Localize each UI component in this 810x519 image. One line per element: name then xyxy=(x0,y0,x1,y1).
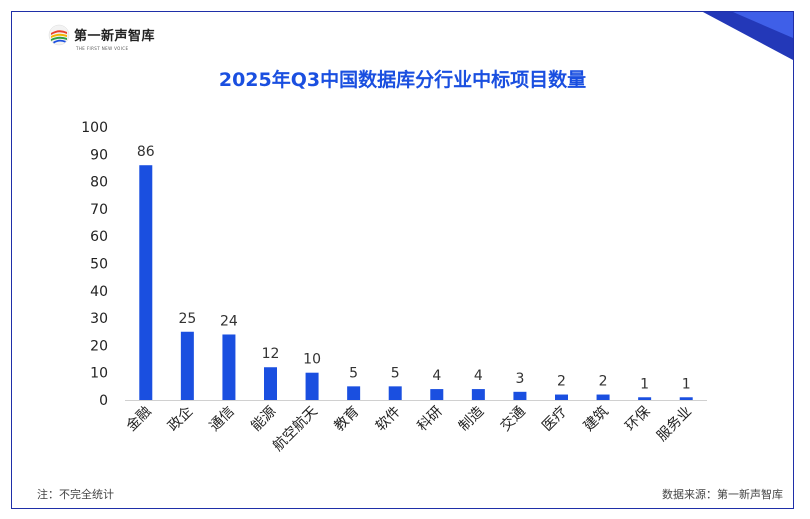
brand-logo: 第一新声智库 THE FIRST NEW VOICE xyxy=(48,24,178,58)
data-label: 1 xyxy=(682,376,691,392)
x-tick-label: 服务业 xyxy=(654,404,695,445)
y-tick-label: 80 xyxy=(90,175,108,191)
y-tick-label: 50 xyxy=(90,257,108,273)
y-tick-label: 60 xyxy=(90,229,108,245)
y-tick-label: 40 xyxy=(90,284,108,300)
data-label: 10 xyxy=(303,352,321,368)
brand-tagline: THE FIRST NEW VOICE xyxy=(76,46,129,51)
bar xyxy=(388,386,402,400)
data-label: 3 xyxy=(515,371,524,387)
bar xyxy=(139,165,153,400)
bar xyxy=(596,394,610,400)
data-label: 2 xyxy=(557,374,566,390)
x-tick-label: 交通 xyxy=(497,403,529,435)
data-label: 5 xyxy=(391,365,400,381)
x-tick-label: 通信 xyxy=(207,404,238,435)
bar xyxy=(679,397,693,400)
bar xyxy=(555,394,568,400)
brand-name: 第一新声智库 xyxy=(74,29,156,44)
x-tick-label: 教育 xyxy=(331,404,362,435)
bar xyxy=(638,397,652,400)
x-tick-label: 医疗 xyxy=(539,404,570,435)
data-label: 24 xyxy=(220,313,238,329)
y-tick-label: 0 xyxy=(99,393,108,409)
logo-mark-icon xyxy=(48,24,70,46)
bar xyxy=(222,334,236,400)
y-tick-label: 100 xyxy=(81,120,108,136)
bar xyxy=(347,386,361,400)
bar xyxy=(471,389,485,400)
y-tick-label: 30 xyxy=(90,311,108,327)
bar xyxy=(264,367,277,400)
data-label: 5 xyxy=(349,365,358,381)
x-tick-label: 环保 xyxy=(622,404,653,435)
data-label: 86 xyxy=(137,144,155,160)
y-tick-label: 20 xyxy=(90,338,108,354)
y-tick-label: 10 xyxy=(90,366,108,382)
bar xyxy=(430,389,444,400)
data-label: 12 xyxy=(262,346,280,362)
data-label: 25 xyxy=(178,311,196,327)
x-tick-label: 制造 xyxy=(456,404,487,435)
x-tick-label: 能源 xyxy=(248,404,279,435)
data-label: 4 xyxy=(432,368,441,384)
y-tick-label: 90 xyxy=(90,147,108,163)
bar xyxy=(513,391,527,400)
bar xyxy=(180,331,194,400)
x-tick-label: 科研 xyxy=(415,404,446,435)
data-source: 数据来源：第一新声智库 xyxy=(662,488,783,501)
x-tick-label: 政企 xyxy=(164,403,196,435)
x-tick-label: 航空航天 xyxy=(270,404,321,455)
data-label: 1 xyxy=(640,376,649,392)
data-label: 4 xyxy=(474,368,483,384)
chart-title: 2025年Q3中国数据库分行业中标项目数量 xyxy=(218,69,587,91)
y-tick-label: 70 xyxy=(90,202,108,218)
data-label: 2 xyxy=(599,374,608,390)
bar-chart: 010203040506070809010086金融25政企24通信12能源10… xyxy=(81,120,707,455)
chart-frame: 第一新声智库 THE FIRST NEW VOICE 2025年Q3中国数据库分… xyxy=(11,11,794,509)
footnote: 注：不完全统计 xyxy=(37,488,114,501)
bar xyxy=(305,372,319,400)
x-tick-label: 建筑 xyxy=(581,404,612,435)
x-tick-label: 金融 xyxy=(124,404,155,435)
corner-decoration xyxy=(703,12,793,60)
x-tick-label: 软件 xyxy=(373,404,404,435)
